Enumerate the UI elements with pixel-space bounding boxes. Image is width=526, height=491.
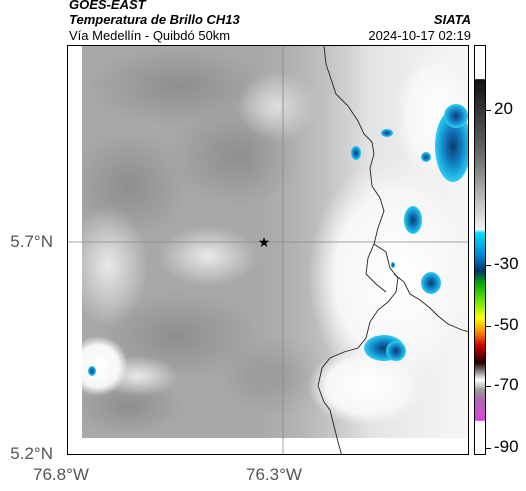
boundary-line [317, 46, 399, 454]
lon-tick-label: 76.8°W [33, 465, 89, 484]
colorbar-tick [486, 326, 491, 327]
subtitle: Vía Medellín - Quibdó 50km [69, 28, 231, 43]
location-marker-star-icon: ★ [258, 235, 271, 251]
boundary-line [365, 243, 387, 293]
lat-tick-label: 5.2°N [10, 444, 53, 463]
colorbar-tick [486, 110, 491, 111]
colorbar-label: 20 [494, 99, 513, 118]
satellite-map: ★ [67, 45, 469, 455]
datetime-label: 2024-10-17 02:19 [368, 28, 471, 43]
colorbar-label: -50 [494, 315, 519, 334]
title-line-1: GOES-EAST [69, 0, 146, 12]
colorbar-label: -90 [494, 437, 519, 456]
brightness-temperature-field: ★ [68, 46, 468, 454]
lon-tick-label: 76.3°W [246, 465, 302, 484]
title-line-2: Temperatura de Brillo CH13 [69, 12, 240, 27]
boundary-line [393, 273, 468, 332]
colorbar-tick [486, 386, 491, 387]
org-label: SIATA [433, 12, 471, 27]
temperature-colorbar [474, 45, 486, 455]
colorbar-label: -30 [494, 254, 519, 273]
colorbar-tick [486, 265, 491, 266]
colorbar-tick [486, 448, 491, 449]
colorbar-label: -70 [494, 375, 519, 394]
lat-tick-label: 5.7°N [10, 232, 53, 251]
